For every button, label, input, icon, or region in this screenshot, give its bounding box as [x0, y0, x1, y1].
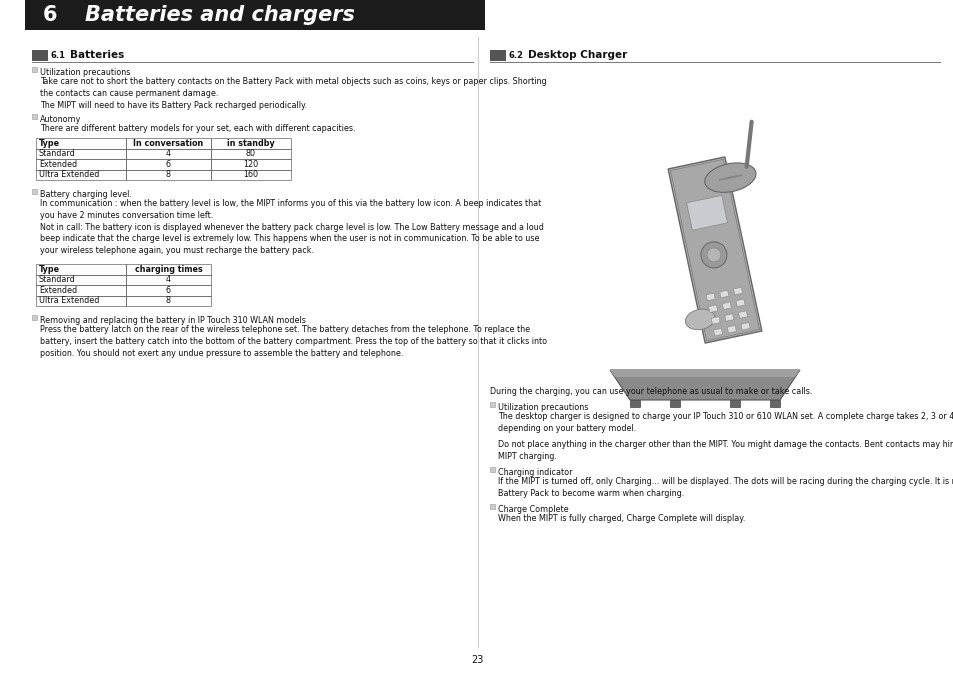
- Bar: [708, 305, 717, 313]
- Text: 6: 6: [43, 5, 57, 25]
- Bar: [735, 299, 744, 306]
- Bar: [211, 138, 291, 148]
- Bar: [36, 159, 126, 169]
- Text: 6.1: 6.1: [51, 51, 66, 60]
- Bar: [726, 325, 736, 333]
- Polygon shape: [667, 157, 761, 343]
- Bar: [126, 148, 211, 159]
- Bar: [36, 285, 126, 296]
- Bar: [32, 189, 37, 194]
- Text: 23: 23: [471, 655, 482, 665]
- Text: Batteries: Batteries: [70, 51, 124, 61]
- Text: Do not place anything in the charger other than the MIPT. You might damage the c: Do not place anything in the charger oth…: [497, 440, 953, 461]
- Polygon shape: [609, 370, 800, 400]
- Ellipse shape: [704, 163, 755, 192]
- Text: Take care not to short the battery contacts on the Battery Pack with metal objec: Take care not to short the battery conta…: [40, 77, 546, 109]
- Text: 4: 4: [166, 149, 171, 158]
- Bar: [710, 317, 720, 324]
- Bar: [126, 264, 211, 275]
- Text: Utilization precautions: Utilization precautions: [497, 403, 588, 412]
- Bar: [490, 467, 495, 472]
- Bar: [705, 293, 715, 300]
- Text: 6: 6: [166, 286, 171, 295]
- Bar: [669, 400, 679, 407]
- Bar: [490, 50, 505, 61]
- Ellipse shape: [700, 242, 726, 268]
- Bar: [211, 159, 291, 169]
- Text: in standby: in standby: [227, 139, 274, 148]
- Bar: [25, 0, 484, 30]
- Text: Extended: Extended: [39, 286, 77, 295]
- Bar: [32, 315, 37, 320]
- Text: charging times: charging times: [134, 265, 202, 274]
- Text: Charge Complete: Charge Complete: [497, 505, 568, 514]
- Text: 120: 120: [243, 160, 258, 169]
- Text: Standard: Standard: [39, 275, 75, 284]
- Bar: [490, 504, 495, 509]
- Text: Ultra Extended: Ultra Extended: [39, 296, 99, 305]
- Bar: [724, 314, 733, 321]
- Ellipse shape: [706, 248, 720, 262]
- Bar: [32, 50, 48, 61]
- Bar: [126, 275, 211, 285]
- Bar: [211, 148, 291, 159]
- Text: Ultra Extended: Ultra Extended: [39, 170, 99, 180]
- Text: 160: 160: [243, 170, 258, 180]
- Bar: [126, 285, 211, 296]
- Bar: [126, 138, 211, 148]
- Bar: [713, 328, 722, 336]
- Text: Batteries and chargers: Batteries and chargers: [85, 5, 355, 25]
- Bar: [740, 323, 749, 330]
- Text: Charging indicator: Charging indicator: [497, 468, 572, 477]
- Bar: [738, 310, 747, 319]
- Bar: [32, 114, 37, 119]
- Text: 4: 4: [166, 275, 171, 284]
- Bar: [36, 169, 126, 180]
- Bar: [126, 159, 211, 169]
- Text: In conversation: In conversation: [133, 139, 203, 148]
- Polygon shape: [609, 370, 800, 377]
- Bar: [733, 288, 741, 295]
- Text: Autonomy: Autonomy: [40, 115, 81, 124]
- Bar: [211, 169, 291, 180]
- Text: In communication : when the battery level is low, the MIPT informs you of this v: In communication : when the battery leve…: [40, 199, 543, 255]
- Bar: [36, 275, 126, 285]
- Polygon shape: [670, 159, 759, 341]
- Text: Battery charging level.: Battery charging level.: [40, 190, 132, 199]
- Bar: [769, 400, 780, 407]
- Text: There are different battery models for your set, each with different capacities.: There are different battery models for y…: [40, 124, 355, 133]
- Text: 8: 8: [166, 296, 171, 305]
- Bar: [126, 169, 211, 180]
- Text: During the charging, you can use your telephone as usual to make or take calls.: During the charging, you can use your te…: [490, 387, 812, 396]
- Bar: [126, 296, 211, 306]
- Bar: [729, 400, 740, 407]
- Text: 6: 6: [166, 160, 171, 169]
- Bar: [629, 400, 639, 407]
- Text: Standard: Standard: [39, 149, 75, 158]
- Bar: [36, 296, 126, 306]
- Text: Type: Type: [39, 265, 60, 274]
- Text: Removing and replacing the battery in IP Touch 310 WLAN models: Removing and replacing the battery in IP…: [40, 316, 306, 325]
- Text: If the MIPT is turned off, only Charging... will be displayed. The dots will be : If the MIPT is turned off, only Charging…: [497, 477, 953, 497]
- Bar: [720, 290, 728, 298]
- Text: 80: 80: [246, 149, 255, 158]
- Text: Desktop Charger: Desktop Charger: [527, 51, 626, 61]
- Bar: [490, 402, 495, 407]
- Bar: [721, 302, 731, 310]
- Text: Extended: Extended: [39, 160, 77, 169]
- Ellipse shape: [684, 309, 715, 329]
- Text: When the MIPT is fully charged, Charge Complete will display.: When the MIPT is fully charged, Charge C…: [497, 514, 744, 523]
- Text: 6.2: 6.2: [509, 51, 523, 60]
- Text: The desktop charger is designed to charge your IP Touch 310 or 610 WLAN set. A c: The desktop charger is designed to charg…: [497, 412, 953, 433]
- Bar: [36, 138, 126, 148]
- Text: Press the battery latch on the rear of the wireless telephone set. The battery d: Press the battery latch on the rear of t…: [40, 325, 547, 358]
- Bar: [36, 264, 126, 275]
- Text: 8: 8: [166, 170, 171, 180]
- Polygon shape: [686, 195, 727, 230]
- Text: Type: Type: [39, 139, 60, 148]
- Text: Utilization precautions: Utilization precautions: [40, 68, 131, 77]
- Bar: [32, 67, 37, 72]
- Bar: [36, 148, 126, 159]
